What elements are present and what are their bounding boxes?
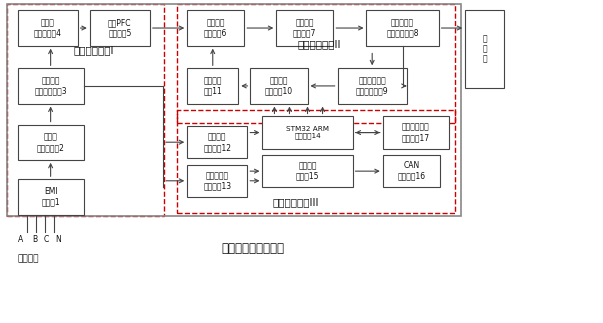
Bar (187, 68, 238, 104)
Text: EMI
滤波器1: EMI 滤波器1 (42, 187, 60, 207)
Text: STM32 ARM
微处理器14: STM32 ARM 微处理器14 (286, 126, 329, 139)
Bar (90, 10, 150, 46)
Bar (383, 117, 449, 149)
Text: CAN
通讯电路16: CAN 通讯电路16 (397, 162, 425, 181)
Text: 蓄
电
池: 蓄 电 池 (482, 34, 487, 64)
Text: C: C (44, 235, 49, 245)
Bar (177, 110, 455, 213)
Bar (187, 126, 247, 158)
Text: 逆变输出单元II: 逆变输出单元II (298, 39, 341, 49)
Bar (7, 4, 165, 216)
Text: 移相全桥
控制电路10: 移相全桥 控制电路10 (265, 76, 293, 96)
Bar (7, 4, 461, 216)
Text: 输出过压过流
保护电路17: 输出过压过流 保护电路17 (402, 123, 430, 142)
Text: 预充电
软启动电路4: 预充电 软启动电路4 (34, 18, 62, 38)
Bar (187, 165, 247, 197)
Bar (276, 10, 333, 46)
Text: 全桥驱动
电路11: 全桥驱动 电路11 (203, 76, 222, 96)
Text: 蓄电池连接
检测控制电路8: 蓄电池连接 检测控制电路8 (387, 18, 419, 38)
Bar (383, 155, 440, 187)
Text: N: N (55, 235, 60, 245)
Text: 充电机内部原理框图: 充电机内部原理框图 (222, 242, 285, 255)
Text: 数据存储
与处理15: 数据存储 与处理15 (295, 162, 319, 181)
Text: 辅助电源
输出电路12: 辅助电源 输出电路12 (203, 132, 232, 152)
Bar (262, 117, 353, 149)
Text: B: B (32, 235, 37, 245)
Text: 输入电源单元I: 输入电源单元I (74, 46, 114, 56)
Text: 移相全桥
转换电路6: 移相全桥 转换电路6 (204, 18, 227, 38)
Text: 输入过欠压
保护电路13: 输入过欠压 保护电路13 (203, 171, 232, 191)
Bar (177, 4, 455, 123)
Bar (17, 124, 84, 160)
Bar (338, 68, 407, 104)
Bar (367, 10, 438, 46)
Text: 电网输入: 电网输入 (17, 255, 39, 264)
Text: 防浪涌
抗雷击电路2: 防浪涌 抗雷击电路2 (37, 132, 65, 152)
Text: 检测控制单元III: 检测控制单元III (272, 197, 319, 207)
Bar (17, 179, 84, 214)
Bar (187, 10, 244, 46)
Bar (262, 155, 353, 187)
Bar (465, 10, 504, 88)
Text: A: A (17, 235, 23, 245)
Bar (17, 68, 84, 104)
Text: 三相三桥
并联整流电路3: 三相三桥 并联整流电路3 (34, 76, 67, 96)
Text: 高频整流
滤波电路7: 高频整流 滤波电路7 (293, 18, 317, 38)
Text: 电压电流采样
闭环反馈电路9: 电压电流采样 闭环反馈电路9 (356, 76, 388, 96)
Bar (250, 68, 308, 104)
Bar (17, 10, 78, 46)
Text: 无源PFC
滤波电路5: 无源PFC 滤波电路5 (108, 18, 131, 38)
